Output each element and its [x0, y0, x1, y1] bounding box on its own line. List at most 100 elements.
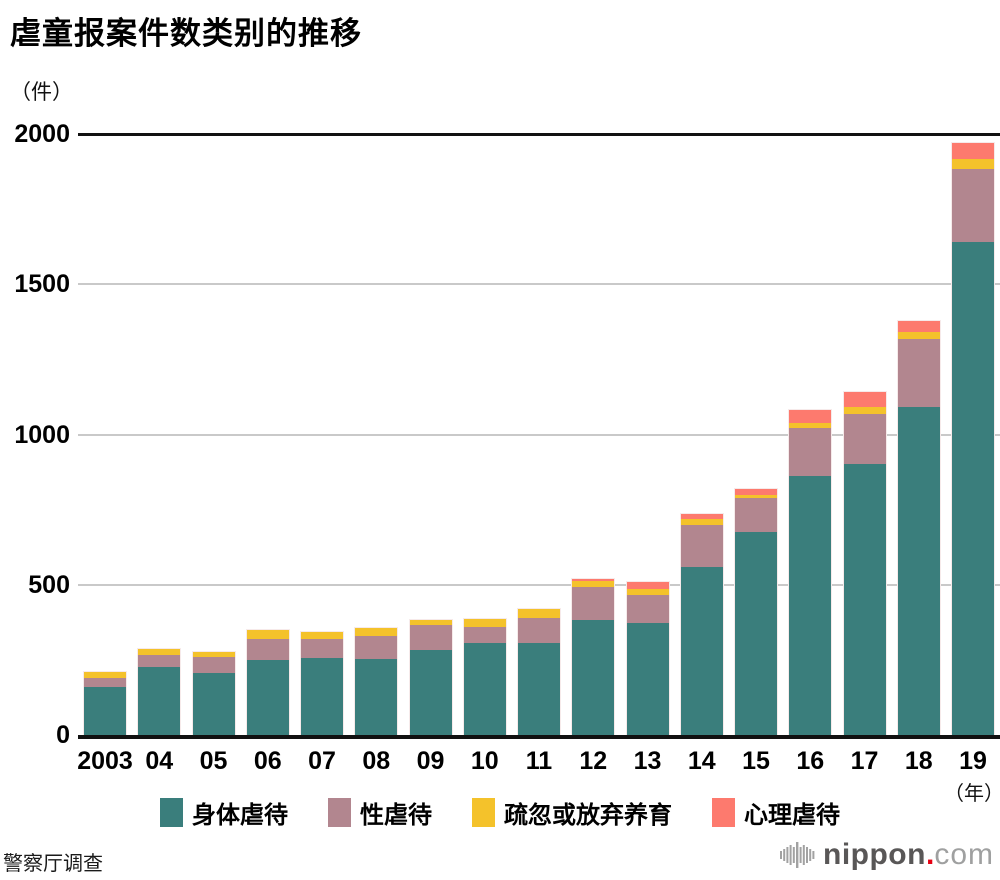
bar-10 — [462, 618, 507, 735]
x-tick-label-15: 15 — [742, 747, 770, 775]
segment-性虐待-19 — [952, 168, 994, 243]
page-title: 虐童报案件数类别的推移 — [10, 16, 362, 51]
gridline-1500 — [78, 283, 1000, 286]
segment-身体虐待-14 — [680, 566, 723, 735]
segment-心理虐待-12 — [572, 579, 615, 582]
x-tick-label-11: 11 — [525, 747, 553, 775]
segment-心理虐待-14 — [680, 513, 723, 519]
segment-身体虐待-18 — [897, 406, 940, 735]
segment-身体虐待-12 — [572, 619, 615, 735]
x-tick-label-16: 16 — [796, 747, 825, 775]
x-axis-unit-label: （年） — [944, 783, 1000, 805]
segment-身体虐待-2003 — [84, 686, 126, 735]
segment-身体虐待-07 — [301, 658, 343, 735]
x-tick-label-08: 08 — [362, 747, 391, 775]
segment-性虐待-17 — [843, 413, 886, 464]
legend-item-身体虐待: 身体虐待 — [160, 795, 288, 830]
segment-身体虐待-11 — [518, 642, 560, 735]
segment-疏忽或放弃养育-10 — [463, 619, 506, 627]
equalizer-bars-icon — [780, 842, 815, 868]
bar-07 — [300, 630, 344, 735]
legend: 身体虐待 性虐待 疏忽或放弃养育 心理虐待 — [0, 795, 1000, 830]
x-tick-label-07: 07 — [308, 747, 336, 775]
segment-心理虐待-15 — [735, 488, 777, 495]
y-axis-unit-label: （件） — [10, 81, 73, 104]
segment-性虐待-13 — [626, 594, 669, 624]
legend-item-心理虐待: 心理虐待 — [712, 795, 840, 830]
segment-性虐待-10 — [463, 626, 506, 644]
bar-15 — [734, 487, 778, 735]
segment-性虐待-14 — [680, 524, 723, 567]
segment-性虐待-07 — [301, 638, 343, 659]
x-tick-label-09: 09 — [416, 747, 445, 775]
y-tick-label-1000: 1000 — [14, 420, 70, 449]
segment-心理虐待-13 — [626, 581, 669, 590]
segment-疏忽或放弃养育-06 — [246, 630, 289, 639]
segment-性虐待-08 — [355, 636, 398, 659]
y-tick-label-0: 0 — [56, 721, 70, 749]
x-tick-label-17: 17 — [850, 747, 879, 775]
x-tick-label-05: 05 — [199, 747, 228, 775]
segment-身体虐待-05 — [192, 673, 235, 735]
bar-13 — [625, 580, 670, 735]
segment-疏忽或放弃养育-17 — [843, 407, 886, 414]
legend-swatch-icon — [160, 798, 183, 827]
segment-性虐待-2003 — [84, 678, 126, 687]
legend-item-疏忽或放弃养育: 疏忽或放弃养育 — [472, 795, 672, 830]
segment-性虐待-18 — [897, 338, 940, 407]
x-tick-label-2003: 2003 — [77, 747, 133, 775]
segment-性虐待-16 — [789, 428, 832, 476]
legend-label: 疏忽或放弃养育 — [504, 802, 672, 829]
x-tick-label-06: 06 — [253, 747, 282, 775]
legend-swatch-icon — [328, 798, 351, 827]
bar-2003 — [83, 671, 127, 735]
segment-心理虐待-17 — [843, 391, 886, 408]
bar-04 — [137, 648, 182, 735]
gridline-500 — [78, 583, 1000, 586]
logo-name: nippon — [823, 838, 926, 871]
bar-18 — [896, 320, 941, 735]
y-tick-label-1500: 1500 — [14, 270, 70, 299]
segment-身体虐待-15 — [735, 532, 777, 735]
segment-身体虐待-04 — [138, 666, 181, 735]
gridline-1000 — [78, 433, 1000, 436]
segment-疏忽或放弃养育-08 — [355, 628, 398, 637]
legend-label: 性虐待 — [360, 802, 432, 829]
segment-性虐待-11 — [518, 618, 560, 643]
bar-17 — [842, 390, 887, 735]
segment-身体虐待-16 — [789, 475, 832, 735]
segment-性虐待-12 — [572, 586, 615, 620]
segment-身体虐待-13 — [626, 623, 669, 735]
segment-身体虐待-10 — [463, 643, 506, 735]
segment-性虐待-06 — [246, 638, 289, 660]
bar-19 — [951, 142, 995, 735]
x-tick-label-13: 13 — [633, 747, 662, 775]
segment-身体虐待-17 — [843, 463, 886, 735]
legend-label: 心理虐待 — [744, 802, 840, 829]
segment-疏忽或放弃养育-09 — [409, 619, 452, 626]
bar-16 — [788, 408, 833, 735]
bar-11 — [517, 608, 561, 735]
source-note: 警察厅调查 — [3, 853, 103, 875]
segment-身体虐待-08 — [355, 658, 398, 735]
segment-身体虐待-06 — [246, 659, 289, 735]
segment-性虐待-05 — [192, 656, 235, 674]
legend-swatch-icon — [712, 798, 735, 827]
segment-疏忽或放弃养育-15 — [735, 494, 777, 499]
segment-性虐待-09 — [409, 625, 452, 650]
bar-08 — [354, 627, 399, 735]
segment-心理虐待-18 — [897, 321, 940, 332]
gridline-0 — [78, 735, 1000, 739]
legend-swatch-icon — [472, 798, 495, 827]
segment-疏忽或放弃养育-2003 — [84, 672, 126, 679]
x-tick-label-10: 10 — [470, 747, 499, 775]
segment-心理虐待-16 — [789, 409, 832, 423]
segment-疏忽或放弃养育-14 — [680, 518, 723, 525]
segment-疏忽或放弃养育-13 — [626, 589, 669, 595]
segment-疏忽或放弃养育-11 — [518, 609, 560, 619]
segment-心理虐待-19 — [952, 143, 994, 159]
bar-06 — [245, 629, 290, 735]
bar-09 — [408, 618, 453, 735]
segment-性虐待-15 — [735, 498, 777, 533]
